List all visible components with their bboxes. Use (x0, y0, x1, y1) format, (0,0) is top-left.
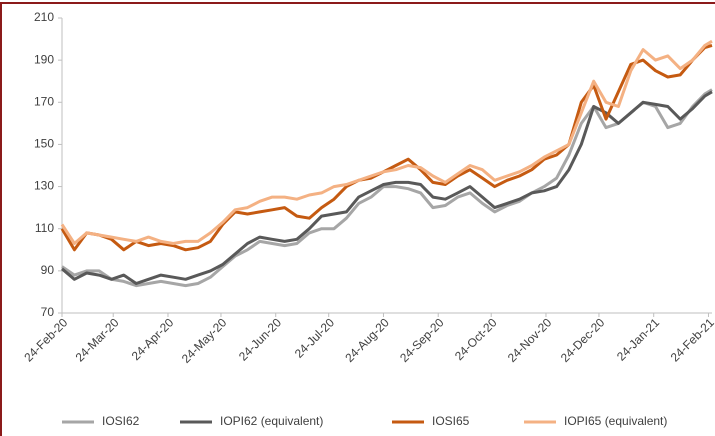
series-line (60, 43, 713, 252)
x-tick-label: 24-Jul-20 (292, 315, 338, 361)
y-tick-label: 150 (34, 137, 54, 151)
legend-label: IOPI65 (equivalent) (564, 414, 667, 428)
x-tick-label: 24-Feb-20 (21, 315, 70, 364)
y-tick-label: 210 (34, 10, 54, 24)
y-tick-label: 130 (34, 179, 54, 193)
legend-label: IOSI62 (102, 414, 140, 428)
x-tick-label: 24-Jan-21 (614, 315, 662, 363)
legend-label: IOSI65 (432, 414, 470, 428)
y-tick-label: 190 (34, 52, 54, 66)
x-tick-label: 24-Sep-20 (397, 315, 447, 365)
x-tick-label: 24-Jun-20 (236, 315, 284, 363)
series-line (60, 39, 713, 245)
series-line (61, 88, 713, 288)
x-tick-label: 24-Dec-20 (558, 315, 608, 365)
y-tick-label: 90 (41, 263, 55, 277)
x-tick-label: 24-Oct-20 (452, 315, 500, 363)
x-tick-label: 24-Apr-20 (129, 315, 177, 363)
x-tick-label: 24-Aug-20 (342, 315, 392, 365)
x-tick-label: 24-Mar-20 (73, 315, 122, 364)
y-tick-label: 70 (41, 305, 55, 319)
x-tick-label: 24-May-20 (179, 315, 230, 366)
y-tick-label: 110 (35, 221, 54, 235)
y-tick-label: 170 (34, 94, 54, 108)
x-tick-label: 24-Nov-20 (505, 315, 555, 365)
legend-label: IOPI62 (equivalent) (220, 414, 323, 428)
x-tick-label: 24-Feb-21 (668, 315, 715, 364)
